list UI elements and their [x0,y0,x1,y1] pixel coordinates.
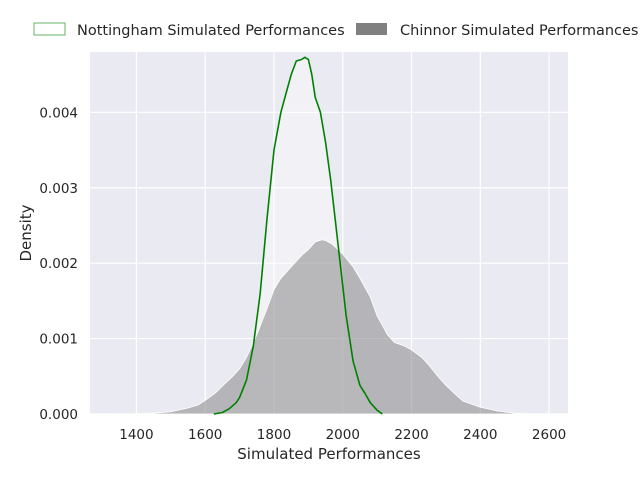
x-tick-label: 2000 [326,427,360,443]
x-tick-label: 2400 [463,427,497,443]
legend-swatch-chinnor [356,23,387,35]
y-axis-label: Density [17,204,35,261]
x-tick-labels: 1400 1600 1800 2000 2200 2400 2600 [119,427,566,443]
x-axis-label: Simulated Performances [237,445,421,463]
y-tick-label: 0.000 [39,407,78,423]
y-tick-label: 0.002 [39,256,78,272]
x-tick-label: 1400 [119,427,153,443]
legend: Nottingham Simulated Performances Chinno… [33,22,639,39]
y-tick-label: 0.003 [39,181,78,197]
legend-label-nottingham: Nottingham Simulated Performances [77,23,345,39]
x-tick-label: 1800 [257,427,291,443]
y-tick-label: 0.001 [39,332,78,348]
legend-swatch-nottingham [33,22,66,36]
nottingham-density-line [213,56,383,415]
series-layer [110,56,550,415]
x-tick-label: 1600 [188,427,222,443]
x-tick-label: 2200 [394,427,428,443]
chinnor-density-area [110,239,550,415]
legend-label-chinnor: Chinnor Simulated Performances [400,23,639,39]
y-tick-labels: 0.000 0.001 0.002 0.003 0.004 [39,105,78,423]
x-tick-label: 2600 [532,427,566,443]
y-tick-label: 0.004 [39,105,78,121]
